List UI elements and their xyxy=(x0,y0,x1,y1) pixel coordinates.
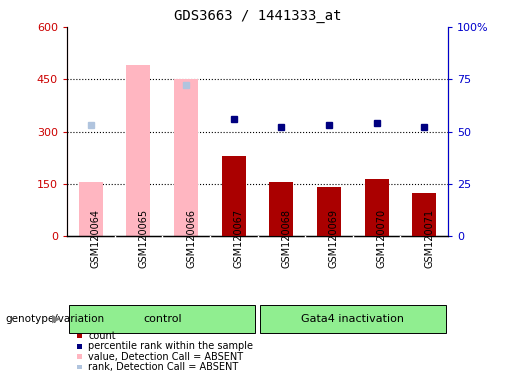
Text: GSM120069: GSM120069 xyxy=(329,209,339,268)
Text: Gata4 inactivation: Gata4 inactivation xyxy=(301,314,404,324)
Text: GSM120065: GSM120065 xyxy=(139,209,148,268)
Text: value, Detection Call = ABSENT: value, Detection Call = ABSENT xyxy=(88,352,243,362)
Text: GSM120071: GSM120071 xyxy=(424,209,434,268)
Bar xyxy=(317,187,341,236)
Bar xyxy=(174,79,198,236)
Text: control: control xyxy=(143,314,182,324)
Text: rank, Detection Call = ABSENT: rank, Detection Call = ABSENT xyxy=(88,362,238,372)
Bar xyxy=(79,182,102,236)
Text: GSM120064: GSM120064 xyxy=(91,209,101,268)
Text: genotype/variation: genotype/variation xyxy=(5,314,104,324)
Text: GSM120067: GSM120067 xyxy=(234,209,244,268)
Bar xyxy=(127,65,150,236)
Bar xyxy=(365,179,388,236)
Text: ▶: ▶ xyxy=(53,314,61,324)
Bar xyxy=(413,192,436,236)
Text: percentile rank within the sample: percentile rank within the sample xyxy=(88,341,253,351)
Text: GSM120068: GSM120068 xyxy=(281,209,291,268)
Bar xyxy=(260,305,445,333)
Text: GSM120070: GSM120070 xyxy=(376,209,387,268)
Bar xyxy=(222,156,246,236)
Bar xyxy=(269,182,293,236)
Text: GSM120066: GSM120066 xyxy=(186,209,196,268)
Text: count: count xyxy=(88,331,116,341)
Title: GDS3663 / 1441333_at: GDS3663 / 1441333_at xyxy=(174,9,341,23)
Bar xyxy=(70,305,255,333)
